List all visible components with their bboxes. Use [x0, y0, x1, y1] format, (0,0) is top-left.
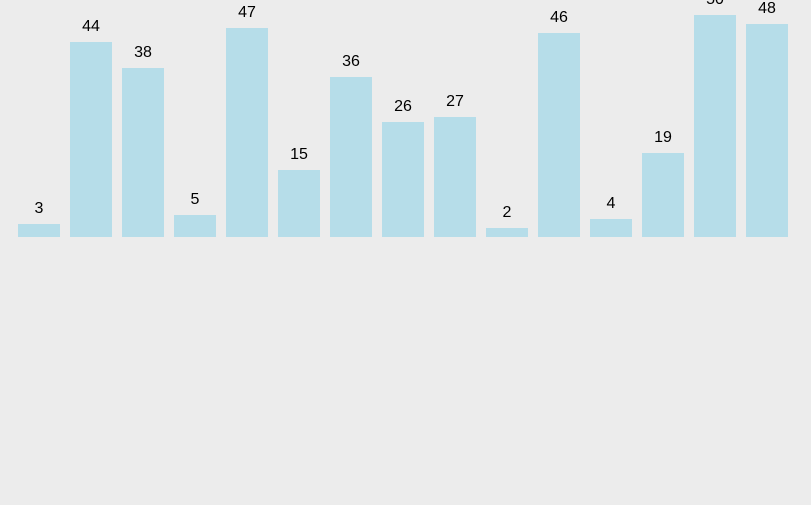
bar-wrap: 5 [174, 15, 216, 237]
bar [122, 68, 164, 237]
bar [434, 117, 476, 237]
bar [746, 24, 788, 237]
bar-wrap: 3 [18, 15, 60, 237]
bar-wrap: 19 [642, 15, 684, 237]
bar-wrap: 46 [538, 15, 580, 237]
bar [590, 219, 632, 237]
bar-value-label: 4 [590, 195, 632, 213]
bar-wrap: 44 [70, 15, 112, 237]
bar [694, 15, 736, 237]
bar [330, 77, 372, 237]
bar [382, 122, 424, 237]
bar-value-label: 26 [382, 98, 424, 116]
bar-value-label: 3 [18, 200, 60, 218]
bar-value-label: 19 [642, 129, 684, 147]
bar-wrap: 38 [122, 15, 164, 237]
bar [486, 228, 528, 237]
bar-value-label: 36 [330, 53, 372, 71]
bar-wrap: 15 [278, 15, 320, 237]
bar [70, 42, 112, 237]
bar-value-label: 38 [122, 44, 164, 62]
bar-value-label: 2 [486, 204, 528, 222]
bar-value-label: 46 [538, 9, 580, 27]
bar [18, 224, 60, 237]
bar-value-label: 44 [70, 18, 112, 36]
bars-container: 3 44 38 5 47 15 36 26 27 2 46 4 19 5048 [0, 15, 811, 237]
bar-wrap: 48 [746, 15, 788, 237]
bar-value-label: 5 [174, 191, 216, 209]
bar-wrap: 2 [486, 15, 528, 237]
bar-wrap: 47 [226, 15, 268, 237]
bar-wrap: 27 [434, 15, 476, 237]
bar-value-label: 48 [746, 0, 788, 18]
bar-wrap: 36 [330, 15, 372, 237]
bar-value-label: 27 [434, 93, 476, 111]
plot-area: 34438547153626272464195048 [0, 0, 811, 505]
bar [226, 28, 268, 237]
bar-value-label: 50 [694, 0, 736, 9]
bar-wrap: 50 [694, 15, 736, 237]
chart-background: 34438547153626272464195048 [0, 0, 811, 505]
bar [174, 215, 216, 237]
bar-value-label: 47 [226, 4, 268, 22]
bar-wrap: 4 [590, 15, 632, 237]
bar [278, 170, 320, 237]
bar-value-label: 15 [278, 146, 320, 164]
bar [538, 33, 580, 237]
bar-wrap: 26 [382, 15, 424, 237]
bar [642, 153, 684, 237]
